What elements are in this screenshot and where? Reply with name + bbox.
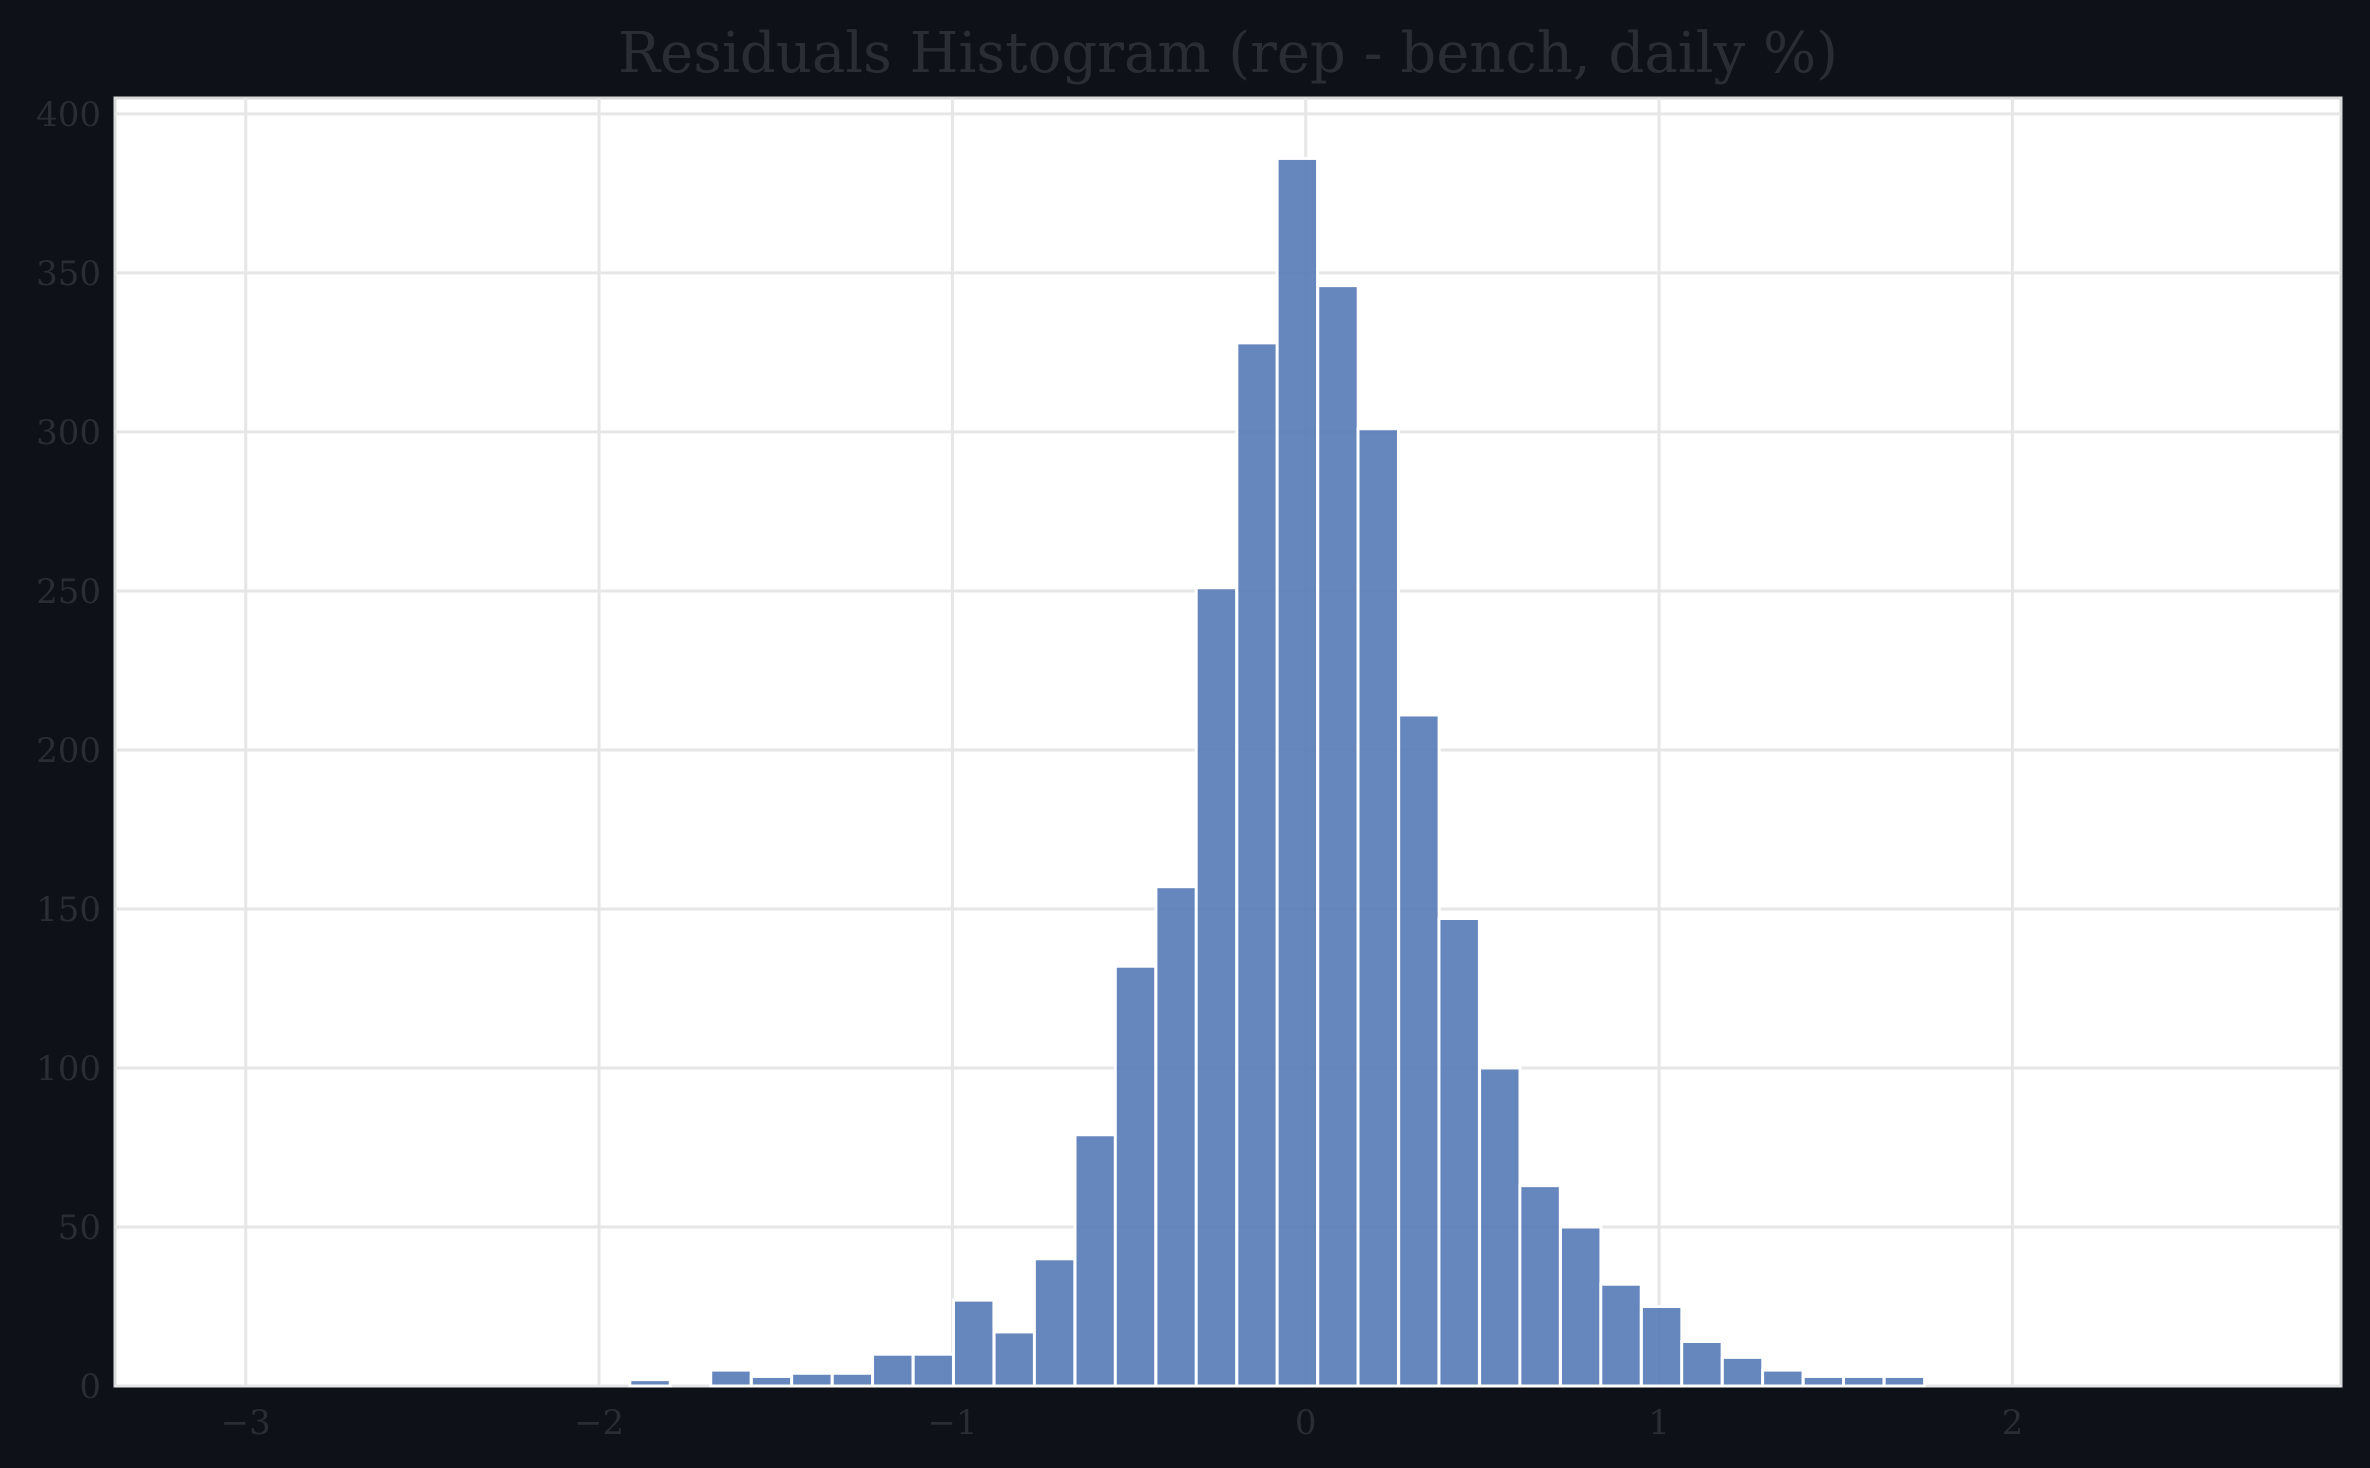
histogram-bars xyxy=(628,156,1927,1388)
histogram-bar xyxy=(1275,156,1320,1388)
histogram-bar xyxy=(1801,1374,1846,1388)
histogram-bar xyxy=(1558,1225,1603,1388)
histogram-bar xyxy=(749,1374,794,1388)
histogram-bar xyxy=(1235,341,1279,1388)
histogram-bar xyxy=(1518,1184,1562,1388)
y-tick-label: 250 xyxy=(36,572,101,612)
y-tick-label: 0 xyxy=(79,1367,101,1407)
x-tick-label: 1 xyxy=(1648,1403,1670,1443)
y-tick-label: 400 xyxy=(36,95,101,135)
y-tick-label: 350 xyxy=(36,254,101,294)
histogram-bar xyxy=(830,1371,875,1388)
y-tick-label: 300 xyxy=(36,413,101,453)
histogram-bar xyxy=(1194,586,1239,1388)
y-tick-label: 50 xyxy=(58,1208,101,1248)
x-tick-label: 2 xyxy=(2002,1403,2024,1443)
histogram-bar xyxy=(1397,713,1441,1388)
histogram-bar xyxy=(1680,1339,1724,1388)
histogram-bar xyxy=(1356,427,1400,1388)
chart-title: Residuals Histogram (rep - bench, daily … xyxy=(618,21,1838,86)
histogram-bar xyxy=(1478,1066,1522,1388)
histogram-bar xyxy=(1316,284,1360,1388)
x-tick-label: −2 xyxy=(574,1403,624,1443)
histogram-bar xyxy=(951,1298,996,1388)
histogram-bar xyxy=(709,1368,753,1388)
y-tick-label: 150 xyxy=(36,890,101,930)
histogram-bar xyxy=(1882,1374,1927,1388)
histogram-bar xyxy=(1437,917,1481,1388)
histogram-bar xyxy=(1639,1304,1684,1388)
x-tick-label: −3 xyxy=(221,1403,271,1443)
histogram-bar xyxy=(1720,1355,1765,1388)
histogram-bar xyxy=(992,1330,1037,1388)
histogram-bar xyxy=(1032,1257,1077,1388)
histogram-bar xyxy=(871,1352,915,1388)
histogram-bar xyxy=(628,1378,672,1388)
y-tick-label: 200 xyxy=(36,731,101,771)
histogram-bar xyxy=(790,1371,834,1388)
histogram-bar xyxy=(1113,964,1158,1388)
x-tick-label: 0 xyxy=(1295,1403,1317,1443)
histogram-bar xyxy=(1761,1368,1805,1388)
histogram-bar xyxy=(1154,885,1198,1388)
y-tick-label: 100 xyxy=(36,1049,101,1089)
histogram-bar xyxy=(1599,1282,1643,1388)
histogram-bar xyxy=(1842,1374,1886,1388)
histogram-bar xyxy=(911,1352,956,1388)
histogram-bar xyxy=(1073,1133,1117,1388)
axis-ticks: −3 −2 −1 0 1 2 0 50 100 150 200 250 300 350 400 xyxy=(36,95,2023,1443)
x-tick-label: −1 xyxy=(927,1403,977,1443)
